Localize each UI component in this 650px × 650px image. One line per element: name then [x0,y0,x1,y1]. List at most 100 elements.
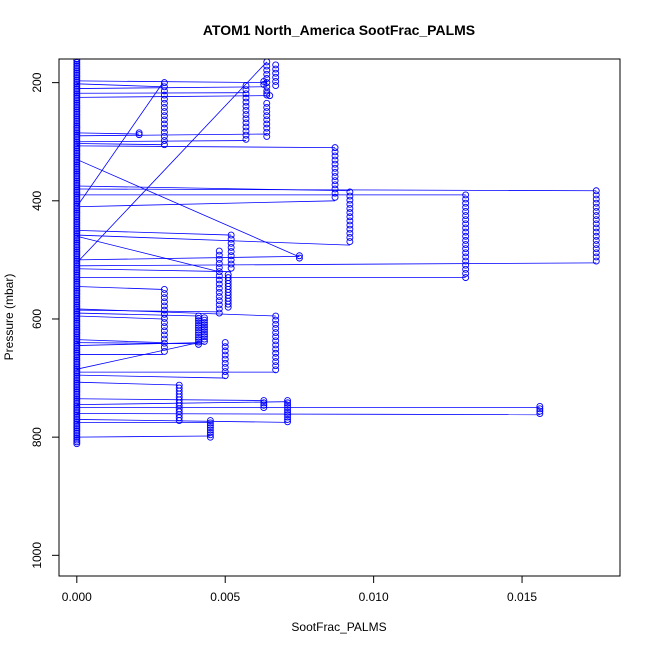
data-point [221,343,229,351]
data-point [73,326,81,334]
data-point [73,323,81,331]
data-point [73,64,81,72]
data-point [73,381,81,389]
data-point [242,82,250,90]
data-point [227,248,235,256]
data-point [73,379,81,387]
data-point [206,417,214,425]
data-point [592,187,600,195]
data-point [331,148,339,156]
plot-area [73,59,600,448]
series-line [76,309,220,313]
data-point [160,302,168,310]
data-point [73,277,81,285]
data-point [73,114,81,121]
data-point [73,426,81,433]
data-point [73,151,81,159]
data-point [73,145,81,153]
data-point [73,298,81,306]
data-point [73,257,81,265]
data-point [331,181,339,189]
data-point [73,147,81,155]
data-point [284,406,292,414]
data-point [73,167,81,175]
data-point [462,257,470,265]
data-point [73,137,81,144]
data-point [73,383,81,391]
data-point [284,401,292,409]
data-point [215,280,223,288]
series-line [76,61,268,264]
data-point [462,199,470,207]
data-point [331,173,339,181]
data-point [462,203,470,211]
data-point [73,149,81,157]
data-point [592,232,600,240]
data-point [73,161,81,169]
data-point [73,129,81,137]
data-point [73,401,81,409]
data-point [73,85,81,93]
data-point [73,122,81,130]
data-point [266,92,274,100]
data-point [592,236,600,244]
data-point [331,185,339,193]
data-point [284,397,292,404]
data-point [73,215,81,222]
data-point [73,133,81,141]
series-line [76,229,232,236]
y-tick-label: 600 [30,309,44,329]
data-point [346,217,354,225]
data-point [73,117,81,125]
data-point [462,249,470,257]
data-point [73,301,81,309]
data-point [346,213,354,221]
data-point [73,76,81,84]
data-point [73,199,81,207]
data-point [73,374,81,382]
data-point [73,170,81,178]
data-point [242,90,250,98]
data-point [73,431,81,439]
data-point [227,235,235,243]
data-point [73,115,81,123]
data-point [73,211,81,219]
data-point [73,67,81,75]
data-point [73,158,81,166]
data-point [160,290,168,298]
data-point [73,138,81,146]
data-point [331,160,339,168]
data-point [263,59,271,66]
data-point [160,108,168,116]
data-point [175,417,183,425]
data-point [346,209,354,217]
data-point [73,427,81,435]
data-point [73,270,81,277]
data-point [73,75,81,82]
data-point [73,80,81,88]
data-point [592,203,600,211]
data-point [592,224,600,232]
data-point [160,319,168,326]
data-point [272,65,280,73]
data-point [462,232,470,240]
data-point [263,66,271,74]
data-point [73,206,81,214]
data-point [73,209,81,217]
data-point [331,189,339,197]
data-point [346,225,354,233]
data-point [73,300,81,308]
series-line [76,286,163,290]
data-point [73,296,81,304]
series-line [76,312,199,317]
series-line [76,188,597,192]
data-point [73,105,81,113]
data-point [215,259,223,267]
data-point [272,82,280,90]
data-point [73,110,81,118]
data-point [73,165,81,173]
data-point [242,111,250,118]
data-point [331,177,339,185]
data-point [73,252,81,260]
data-point [73,314,81,322]
